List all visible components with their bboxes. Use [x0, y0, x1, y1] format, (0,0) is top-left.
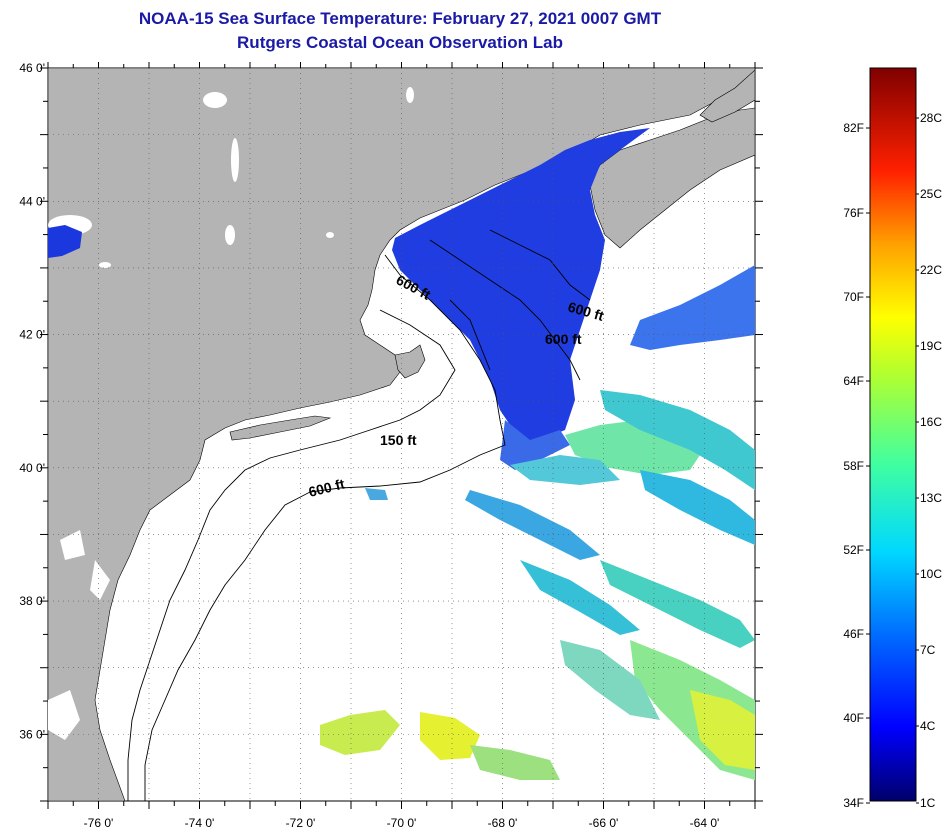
colorbar-c-label: 16C [920, 415, 942, 429]
colorbar-f-label: 76F [843, 206, 864, 220]
lat-label: 44 0' [19, 194, 45, 208]
colorbar-f-label: 82F [843, 121, 864, 135]
colorbar-f-label: 70F [843, 290, 864, 304]
map-subtitle: Rutgers Coastal Ocean Observation Lab [237, 33, 563, 52]
colorbar-c-label: 10C [920, 567, 942, 581]
colorbar [869, 67, 917, 802]
colorbar-c-label: 25C [920, 187, 942, 201]
lat-label: 38 0' [19, 594, 45, 608]
colorbar-c-label: 4C [920, 719, 936, 733]
colorbar-c-label: 7C [920, 643, 936, 657]
colorbar-c-label: 28C [920, 111, 942, 125]
latitude-labels: 46 0' 44 0' 42 0' 40 0' 38 0' 36 0' [19, 61, 45, 741]
sst-south-shelf [500, 420, 570, 470]
colorbar-c-label: 22C [920, 263, 942, 277]
lat-label: 36 0' [19, 727, 45, 741]
contour-label-600ft-c: 600 ft [545, 331, 582, 347]
lat-label: 40 0' [19, 461, 45, 475]
sst-lake-ontario [48, 225, 82, 258]
sst-gulf-of-maine [392, 128, 650, 440]
colorbar-f-label: 52F [843, 543, 864, 557]
colorbar-fahrenheit-labels: 82F 76F 70F 64F 58F 52F 46F 40F 34F [843, 121, 870, 810]
colorbar-f-label: 64F [843, 374, 864, 388]
land-cape-cod [394, 344, 426, 379]
land-cape-breton [699, 69, 755, 123]
colorbar-f-label: 34F [843, 796, 864, 810]
colorbar-c-label: 13C [920, 491, 942, 505]
lon-label: -74 0' [185, 816, 215, 830]
lon-label: -64 0' [690, 816, 720, 830]
lon-label: -66 0' [589, 816, 619, 830]
colorbar-f-label: 58F [843, 459, 864, 473]
depth-contours [127, 229, 591, 801]
lat-label: 42 0' [19, 328, 45, 342]
lat-label: 46 0' [19, 61, 45, 75]
longitude-labels: -76 0' -74 0' -72 0' -70 0' -68 0' -66 0' -64 … [84, 816, 720, 830]
axis-ticks [40, 62, 763, 809]
colorbar-c-label: 1C [920, 796, 936, 810]
lon-label: -72 0' [286, 816, 316, 830]
colorbar-f-label: 40F [843, 711, 864, 725]
sst-scotian-shelf [630, 265, 755, 350]
colorbar-celsius-labels: 28C 25C 22C 19C 16C 13C 10C 7C 4C 1C [916, 111, 942, 810]
map-title: NOAA-15 Sea Surface Temperature: Februar… [138, 9, 662, 28]
lon-label: -70 0' [387, 816, 417, 830]
lon-label: -68 0' [488, 816, 518, 830]
lakes [48, 87, 414, 740]
land-long-island [229, 415, 332, 441]
sst-offshore-streaks [320, 390, 755, 780]
colorbar-f-label: 46F [843, 627, 864, 641]
graticule [48, 68, 755, 801]
contour-label-150ft: 150 ft [380, 432, 417, 448]
colorbar-c-label: 19C [920, 339, 942, 353]
lon-label: -76 0' [84, 816, 114, 830]
